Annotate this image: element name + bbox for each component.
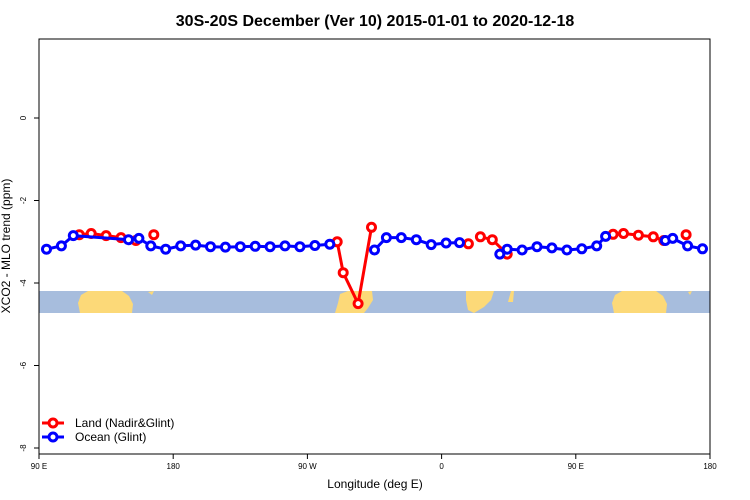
x-tick-label: 0 xyxy=(439,462,444,471)
data-point xyxy=(175,240,187,252)
y-tick-label: 0 xyxy=(19,115,28,120)
x-axis-label: Longitude (deg E) xyxy=(327,477,422,491)
land-mass-islet xyxy=(148,291,154,295)
data-point xyxy=(697,243,708,255)
data-point xyxy=(591,240,603,252)
x-tick-label: 90 E xyxy=(31,462,47,471)
data-point xyxy=(462,238,474,250)
data-point xyxy=(561,244,573,256)
data-point xyxy=(133,232,145,244)
data-point xyxy=(279,240,291,252)
x-axis: 90 E 180 90 W 0 90 E 180 xyxy=(31,454,717,471)
data-point xyxy=(67,230,79,242)
data-point xyxy=(647,231,659,243)
data-point xyxy=(667,232,679,244)
legend-ocean-label: Ocean (Glint) xyxy=(75,430,146,444)
data-point xyxy=(576,243,588,255)
data-point xyxy=(294,241,306,253)
series-layer xyxy=(41,221,708,310)
data-point xyxy=(516,244,528,256)
series-line xyxy=(335,227,373,306)
data-point xyxy=(352,298,364,310)
land-mass-madagascar xyxy=(508,291,514,302)
x-tick-label: 90 E xyxy=(568,462,584,471)
plot-frame xyxy=(38,38,711,455)
data-point xyxy=(324,238,336,250)
legend-land-marker xyxy=(47,417,59,429)
land-mass-australia-repeat xyxy=(612,291,667,313)
land-mass-islet-repeat xyxy=(688,291,692,295)
x-tick-label: 180 xyxy=(167,462,181,471)
data-point xyxy=(190,239,202,251)
data-point xyxy=(440,237,452,249)
data-point xyxy=(55,240,67,252)
data-point xyxy=(234,241,246,253)
y-tick-label: -8 xyxy=(19,444,28,452)
data-point xyxy=(618,228,629,239)
data-point xyxy=(337,267,349,279)
data-point xyxy=(410,234,422,246)
data-point xyxy=(546,242,558,254)
land-mass-australia xyxy=(78,291,133,313)
data-point xyxy=(486,234,498,246)
data-point xyxy=(366,221,377,233)
legend-land-label: Land (Nadir&Glint) xyxy=(75,416,174,430)
series-land xyxy=(73,221,692,310)
legend: Land (Nadir&Glint) Ocean (Glint) xyxy=(42,416,174,444)
map-strip xyxy=(39,291,710,313)
data-point xyxy=(249,240,261,252)
data-point xyxy=(145,240,157,252)
data-point xyxy=(632,229,644,241)
series-ocean xyxy=(41,230,708,260)
y-axis: 0 -2 -4 -6 -8 xyxy=(19,115,39,452)
ocean-band xyxy=(39,291,710,313)
data-point xyxy=(309,240,321,251)
x-tick-label: 180 xyxy=(703,462,717,471)
data-point xyxy=(369,244,380,256)
data-point xyxy=(494,248,506,260)
data-point xyxy=(682,240,694,252)
chart-title: 30S-20S December (Ver 10) 2015-01-01 to … xyxy=(176,13,575,30)
y-tick-label: -2 xyxy=(19,196,28,204)
data-point xyxy=(395,232,407,244)
x-tick-label: 90 W xyxy=(298,462,317,471)
legend-ocean-marker xyxy=(47,431,59,443)
data-point xyxy=(474,231,486,243)
data-point xyxy=(680,229,692,241)
data-point xyxy=(380,232,392,244)
data-point xyxy=(160,243,172,255)
data-point xyxy=(454,237,465,249)
y-tick-label: -4 xyxy=(19,279,28,287)
data-point xyxy=(123,234,134,246)
data-point xyxy=(531,241,543,253)
y-axis-label: XCO2 - MLO trend (ppm) xyxy=(0,179,13,314)
land-mass-southern-africa xyxy=(466,291,494,313)
y-tick-label: -6 xyxy=(19,361,28,369)
data-point xyxy=(264,241,276,253)
data-point xyxy=(41,243,52,255)
data-point xyxy=(205,241,216,253)
data-point xyxy=(501,243,513,255)
data-point xyxy=(219,241,231,253)
data-point xyxy=(425,239,437,251)
data-point xyxy=(148,229,160,241)
data-point xyxy=(600,230,612,242)
